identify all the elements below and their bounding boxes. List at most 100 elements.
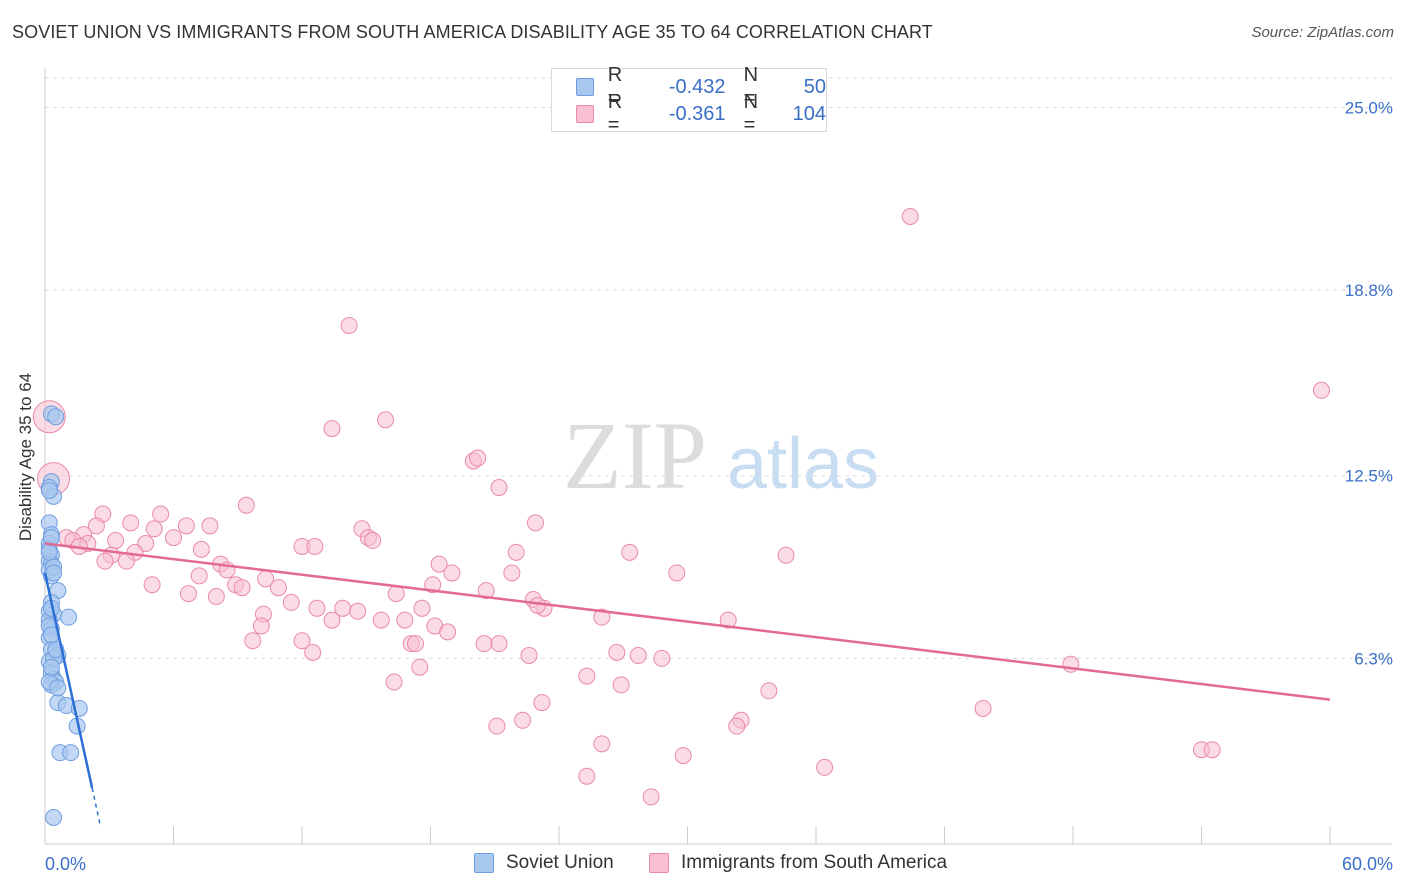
point-immigrants: [1312, 381, 1330, 399]
y-tick-label: 18.8%: [1345, 281, 1393, 300]
point-immigrants: [413, 599, 431, 617]
point-soviet: [42, 529, 60, 547]
point-immigrants: [385, 673, 403, 691]
point-soviet: [45, 564, 63, 582]
legend-swatch-immigrants: [576, 105, 594, 123]
point-immigrants: [143, 576, 161, 594]
point-immigrants: [490, 635, 508, 653]
y-tick-label: 25.0%: [1345, 98, 1393, 117]
point-immigrants: [179, 585, 197, 603]
point-soviet: [45, 808, 63, 826]
point-immigrants: [122, 514, 140, 532]
x-tick-label-max: 60.0%: [1342, 854, 1393, 874]
point-soviet: [40, 481, 58, 499]
trend-line-immigrants: [44, 542, 1331, 701]
point-immigrants: [475, 635, 493, 653]
point-immigrants: [488, 717, 506, 735]
point-immigrants: [152, 505, 170, 523]
point-immigrants: [901, 207, 919, 225]
point-immigrants: [244, 632, 262, 650]
axes: [44, 68, 1392, 845]
point-immigrants: [177, 517, 195, 535]
point-immigrants: [145, 520, 163, 538]
point-immigrants: [668, 564, 686, 582]
point-immigrants: [593, 608, 611, 626]
chart-title: SOVIET UNION VS IMMIGRANTS FROM SOUTH AM…: [12, 22, 933, 42]
point-soviet: [40, 543, 58, 561]
point-soviet: [49, 679, 67, 697]
point-immigrants: [165, 529, 182, 547]
point-immigrants: [529, 596, 547, 614]
legend-row-immigrants: R = -0.361 N = 104: [576, 91, 826, 136]
point-immigrants: [364, 532, 382, 550]
point-immigrants: [608, 644, 626, 661]
point-soviet: [42, 658, 60, 676]
point-immigrants: [719, 611, 737, 629]
y-tick-label: 6.3%: [1354, 649, 1393, 668]
point-immigrants: [252, 617, 270, 635]
point-immigrants: [308, 599, 326, 617]
legend-n-label: N =: [743, 91, 759, 136]
point-soviet: [62, 744, 80, 762]
legend-r-value: -0.432: [668, 75, 726, 98]
legend-n-value: 104: [792, 102, 826, 125]
point-immigrants: [306, 537, 324, 555]
point-immigrants: [674, 747, 692, 765]
point-immigrants: [192, 540, 210, 558]
point-soviet: [47, 408, 65, 426]
legend-n-label: N =: [743, 64, 759, 109]
bottom-legend-soviet: Soviet Union: [474, 852, 614, 874]
watermark-atlas: atlas: [727, 424, 879, 504]
point-immigrants: [349, 602, 367, 620]
trend-line-soviet: [43, 572, 94, 789]
point-immigrants: [469, 449, 487, 467]
point-immigrants: [526, 514, 544, 532]
point-immigrants: [578, 667, 596, 685]
legend-swatch-soviet: [576, 78, 594, 96]
trend-lines: [43, 542, 1331, 828]
point-immigrants: [207, 588, 225, 606]
point-immigrants: [430, 555, 448, 573]
y-tick-label: 12.5%: [1345, 467, 1393, 486]
point-immigrants: [760, 682, 778, 700]
point-immigrants: [340, 316, 358, 334]
point-immigrants: [477, 582, 495, 600]
point-immigrants: [642, 788, 660, 806]
bottom-legend-immigrants: Immigrants from South America: [649, 852, 947, 874]
point-immigrants: [269, 579, 287, 597]
point-immigrants: [629, 646, 647, 664]
point-immigrants: [407, 635, 425, 653]
point-immigrants: [424, 576, 442, 594]
point-immigrants: [503, 564, 521, 582]
point-immigrants: [107, 532, 125, 550]
point-immigrants: [621, 543, 639, 561]
point-immigrants: [520, 646, 538, 664]
point-soviet: [60, 608, 78, 626]
point-immigrants: [372, 611, 390, 629]
point-immigrants: [612, 676, 630, 694]
point-immigrants: [514, 711, 532, 729]
tick-labels: 6.3% 12.5% 18.8% 25.0% 0.0% 60.0%: [45, 98, 1393, 874]
legend-n-value: 50: [803, 75, 826, 98]
point-immigrants: [323, 611, 341, 629]
point-immigrants: [533, 694, 551, 712]
point-immigrants: [293, 632, 311, 650]
x-tick-label-min: 0.0%: [45, 854, 86, 874]
point-immigrants: [816, 758, 834, 776]
point-immigrants: [443, 564, 461, 582]
point-immigrants: [593, 735, 611, 753]
point-immigrants: [117, 552, 135, 570]
point-immigrants: [282, 593, 300, 611]
point-immigrants: [653, 649, 671, 667]
bottom-legend-label-immigrants: Immigrants from South America: [681, 852, 948, 873]
watermark-zip: ZIP: [563, 402, 707, 509]
point-immigrants: [1203, 741, 1221, 759]
series-soviet-points: [40, 405, 88, 826]
point-immigrants: [87, 517, 105, 535]
point-immigrants: [490, 479, 508, 497]
point-immigrants: [396, 611, 414, 629]
point-immigrants: [233, 579, 251, 597]
point-immigrants: [323, 420, 341, 438]
point-immigrants: [411, 658, 429, 676]
